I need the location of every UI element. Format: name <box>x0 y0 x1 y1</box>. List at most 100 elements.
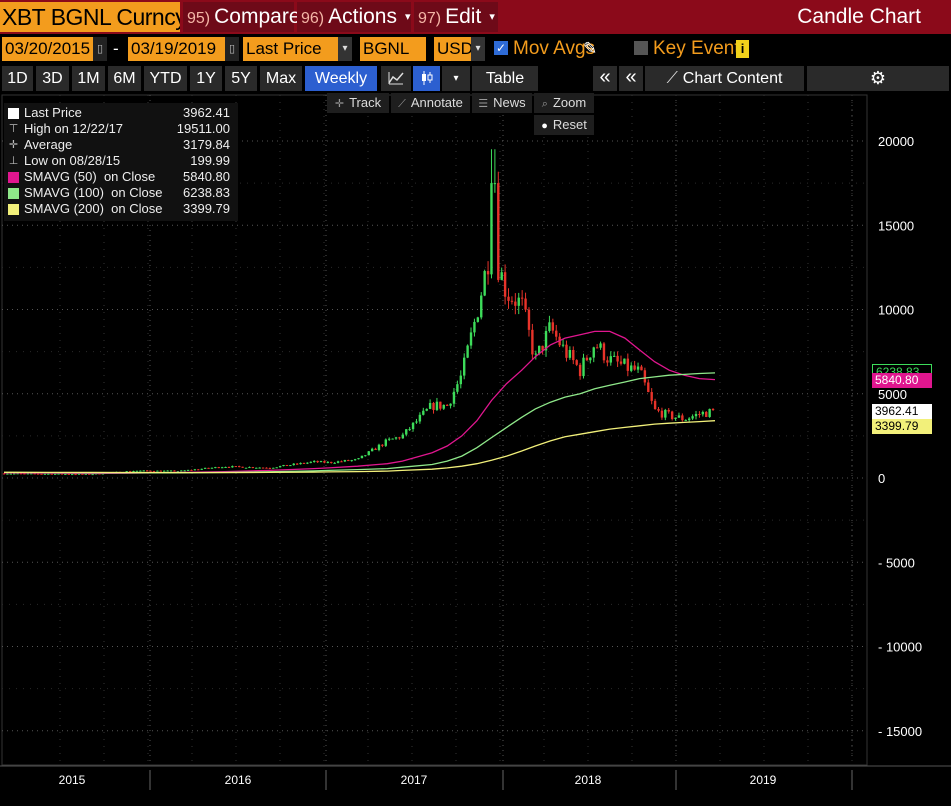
end-date-field[interactable]: 03/19/2019 ▯ <box>128 37 239 61</box>
candle-body <box>186 469 190 471</box>
candle-body <box>255 467 258 469</box>
candle-body <box>555 330 558 337</box>
candle-body <box>401 434 405 439</box>
high-marker-icon: ⊤ <box>8 123 19 135</box>
candle-body <box>439 401 442 409</box>
line-chart-icon[interactable] <box>381 66 411 91</box>
candle-body <box>435 401 439 410</box>
candle-body <box>26 473 30 475</box>
security-ticker-field[interactable]: XBT BGNL Curncy <box>0 2 180 32</box>
annotate-label: Annotate <box>410 95 463 110</box>
candle-body <box>691 416 694 419</box>
candle-body <box>660 410 664 418</box>
candle-body <box>394 437 398 439</box>
expand-left-icon[interactable]: « <box>619 66 643 91</box>
calendar-icon[interactable]: ▯ <box>225 37 239 61</box>
candle-body <box>244 467 248 469</box>
calendar-icon[interactable]: ▯ <box>93 37 107 61</box>
mov-avgs-label[interactable]: Mov Avgs <box>513 38 596 59</box>
period-tab-3d[interactable]: 3D <box>36 66 69 91</box>
moving-average-line <box>3 420 716 474</box>
actions-button[interactable]: 96) Actions ▾ <box>297 2 411 32</box>
candle-body <box>30 473 33 475</box>
mov-avgs-checkbox[interactable]: ✓ <box>494 41 508 55</box>
candle-body <box>275 467 278 469</box>
frequency-select[interactable]: Weekly ▼ <box>305 66 377 112</box>
average-marker-icon: ✛ <box>8 139 19 151</box>
period-tab-1d[interactable]: 1D <box>2 66 33 91</box>
reset-label: Reset <box>552 117 587 132</box>
chart-content-button[interactable]: ⟋ Chart Content <box>645 66 804 91</box>
candle-body <box>227 467 231 469</box>
candle-body <box>364 455 367 457</box>
news-button[interactable]: ☰ News <box>472 93 532 113</box>
x-tick-label: 2016 <box>225 773 252 787</box>
period-tab-1m[interactable]: 1M <box>72 66 105 91</box>
period-tab-1y[interactable]: 1Y <box>190 66 222 91</box>
candle-body <box>456 384 459 392</box>
annotate-button[interactable]: ⟋ Annotate <box>391 93 470 113</box>
legend-name: Average <box>24 137 73 152</box>
candle-body <box>541 345 544 351</box>
source-field[interactable]: BGNL <box>360 37 426 61</box>
period-tab-5y[interactable]: 5Y <box>225 66 257 91</box>
compare-button[interactable]: 95) Compare <box>183 2 301 32</box>
zoom-button[interactable]: ⌕ Zoom <box>534 93 594 113</box>
candle-body <box>13 473 16 475</box>
candle-body <box>60 473 64 475</box>
key-events-label[interactable]: Key Events <box>653 38 750 59</box>
candle-body <box>330 461 333 463</box>
legend-value: 3399.79 <box>183 201 230 216</box>
legend-value: 199.99 <box>190 153 230 168</box>
candle-body <box>483 271 486 296</box>
candle-body <box>67 473 70 475</box>
x-tick-label: 2017 <box>401 773 428 787</box>
period-tab-ytd[interactable]: YTD <box>144 66 187 91</box>
start-date-field[interactable]: 03/20/2015 ▯ <box>2 37 107 61</box>
legend-swatch <box>8 188 19 199</box>
candle-body <box>132 471 135 473</box>
candle-body <box>282 464 285 467</box>
legend-row-average: ✛ Average 3179.84 <box>8 137 234 153</box>
currency-value: USD <box>437 39 473 58</box>
candle-body <box>609 356 612 363</box>
period-tab-6m[interactable]: 6M <box>108 66 141 91</box>
settings-gear-icon[interactable]: ⚙ <box>807 66 949 91</box>
candle-chart-icon[interactable] <box>413 66 440 91</box>
candle-body <box>520 297 524 299</box>
track-button[interactable]: ✛ Track <box>327 93 389 113</box>
candle-body <box>326 461 330 463</box>
legend-name: Last Price <box>24 105 82 120</box>
candle-body <box>285 464 289 466</box>
chevron-down-icon[interactable]: ▾ <box>471 37 485 61</box>
candle-body <box>183 470 186 472</box>
candle-body <box>231 466 234 468</box>
info-icon[interactable]: i <box>736 40 749 58</box>
pencil-icon[interactable]: ✎ <box>583 39 598 58</box>
legend-name: Low on 08/28/15 <box>24 153 121 168</box>
price-field-value: Last Price <box>246 39 322 58</box>
edit-caret-icon: ▾ <box>489 11 495 24</box>
currency-select[interactable]: USD ▾ <box>434 37 485 61</box>
date-options-row: 03/20/2015 ▯ - 03/19/2019 ▯ Last Price ▾… <box>0 37 951 63</box>
edit-button[interactable]: 97) Edit ▾ <box>414 2 498 32</box>
dropdown-caret-icon[interactable]: ▾ <box>442 66 470 91</box>
candle-body <box>77 473 81 475</box>
candle-body <box>152 471 156 473</box>
reset-button[interactable]: ● Reset <box>534 115 594 135</box>
candle-body <box>197 469 200 471</box>
period-tab-max[interactable]: Max <box>260 66 302 91</box>
candle-body <box>88 473 91 475</box>
collapse-left-icon[interactable]: « <box>593 66 617 91</box>
y-tick-label: 15000 <box>878 218 914 233</box>
chevron-down-icon[interactable]: ▾ <box>338 37 352 61</box>
candle-body <box>47 473 50 475</box>
key-events-checkbox[interactable] <box>634 41 648 55</box>
candle-body <box>507 296 510 301</box>
price-field-select[interactable]: Last Price ▾ <box>243 37 352 61</box>
y-tick-label: - 10000 <box>878 640 922 655</box>
table-button[interactable]: Table <box>472 66 538 91</box>
candle-body <box>200 468 203 470</box>
legend-swatch <box>8 172 19 183</box>
candle-body <box>125 471 128 473</box>
